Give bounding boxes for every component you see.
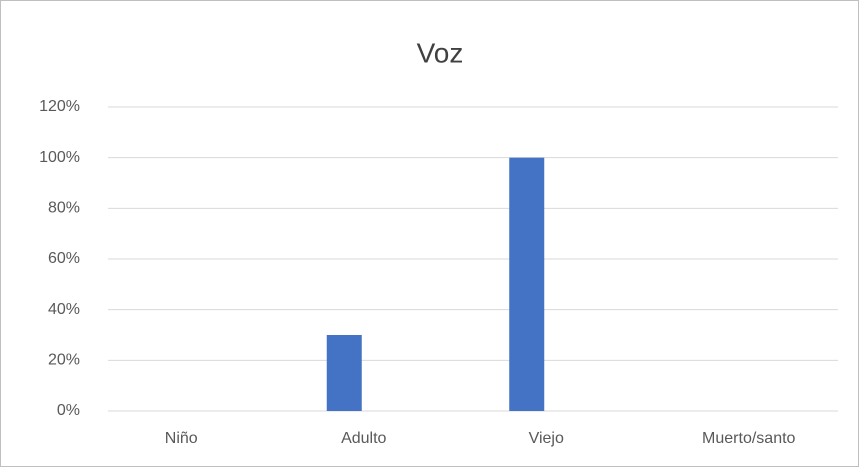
y-tick-label: 20% [48, 352, 80, 369]
y-tick-label: 60% [48, 250, 80, 267]
y-tick-label: 100% [39, 149, 80, 166]
x-tick-label: Niño [165, 430, 198, 447]
x-tick-label: Adulto [341, 430, 386, 447]
x-tick-label: Viejo [529, 430, 564, 447]
bar [509, 157, 545, 411]
chart-title: Voz [417, 37, 464, 68]
y-tick-label: 0% [57, 402, 80, 419]
x-tick-label: Muerto/santo [702, 430, 795, 447]
y-tick-label: 120% [39, 98, 80, 115]
y-tick-label: 80% [48, 200, 80, 217]
bar [326, 335, 362, 411]
y-tick-label: 40% [48, 301, 80, 318]
